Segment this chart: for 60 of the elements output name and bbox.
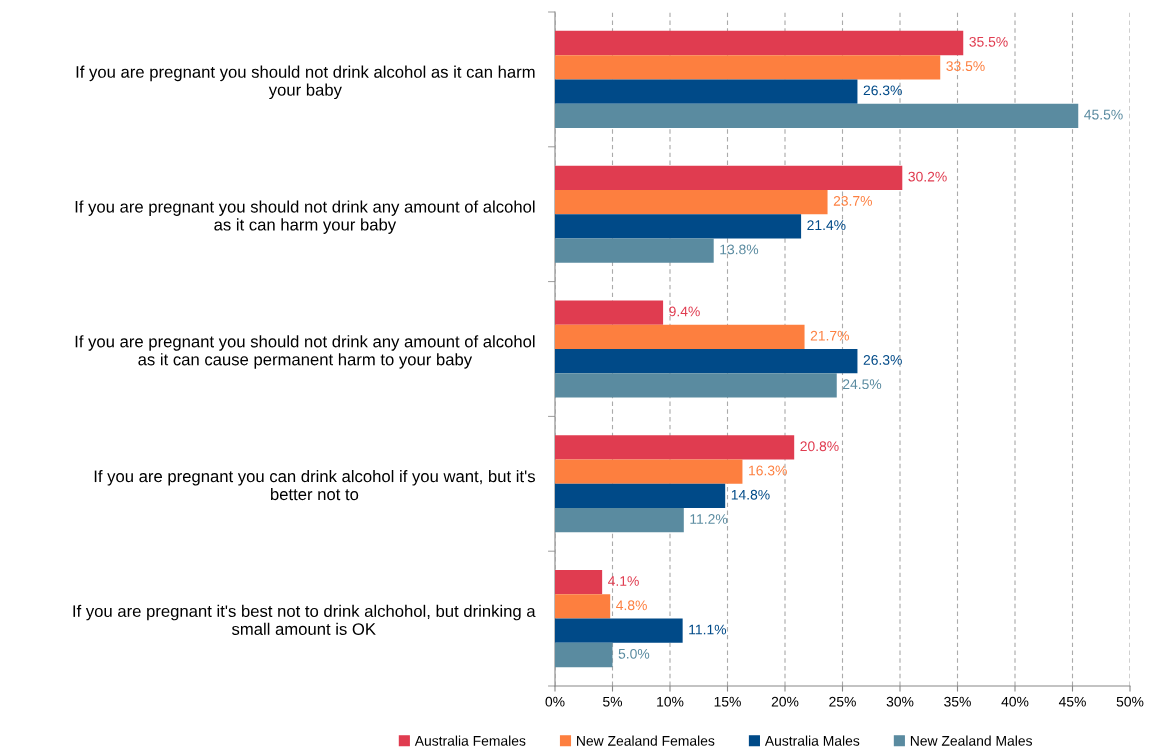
data-label: 21.4% bbox=[807, 220, 846, 231]
legend-label: Australia Females bbox=[414, 735, 526, 746]
data-label: 11.1% bbox=[689, 624, 727, 635]
data-label: 45.5% bbox=[1084, 109, 1123, 120]
data-label: 21.7% bbox=[810, 330, 849, 341]
bar bbox=[555, 165, 903, 190]
data-label: 24.5% bbox=[843, 379, 882, 390]
y-tick-label: If you are pregnant you should not drink any amount of alcohol as it can harm your baby bbox=[75, 200, 535, 234]
data-label: 4.1% bbox=[608, 576, 639, 586]
data-label: 33.5% bbox=[946, 61, 985, 71]
bar bbox=[555, 238, 714, 263]
legend-label: Australia Males bbox=[764, 735, 860, 746]
bar bbox=[555, 214, 802, 239]
bar bbox=[555, 642, 613, 668]
data-label: 4.8% bbox=[616, 600, 647, 611]
data-label: 9.4% bbox=[669, 306, 700, 317]
legend-label: New Zealand Males bbox=[910, 735, 1033, 746]
bar bbox=[555, 324, 805, 349]
x-tick-label: 20% bbox=[771, 696, 799, 707]
data-label: 23.7% bbox=[833, 195, 872, 206]
bar bbox=[555, 594, 611, 619]
x-tick-label: 45% bbox=[1058, 696, 1086, 707]
data-label: 13.8% bbox=[720, 244, 759, 255]
bar bbox=[555, 618, 683, 643]
data-label: 20.8% bbox=[800, 441, 839, 452]
bar bbox=[555, 103, 1079, 128]
bar bbox=[555, 459, 743, 484]
y-tick-label: If you are pregnant you should not drink any amount of alcohol as it can cause permanent harm to your baby bbox=[75, 335, 535, 369]
x-tick-label: 30% bbox=[886, 696, 914, 707]
data-label: 30.2% bbox=[908, 171, 947, 182]
bar bbox=[555, 570, 603, 595]
x-tick-label: 35% bbox=[944, 696, 971, 707]
x-tick-label: 25% bbox=[829, 696, 856, 707]
y-tick-label: If you are pregnant it's best not to drink alchohol, but drinking a small amount is OK bbox=[73, 604, 536, 635]
x-tick-label: 10% bbox=[657, 696, 684, 707]
bar bbox=[555, 508, 684, 533]
data-label: 14.8% bbox=[731, 489, 770, 500]
y-tick-label: If you are pregnant you can drink alcohol if you want, but it's better not to bbox=[94, 469, 535, 501]
bar bbox=[555, 373, 837, 398]
data-label: 26.3% bbox=[863, 355, 902, 365]
x-tick-label: 15% bbox=[714, 696, 741, 707]
bar bbox=[555, 349, 858, 374]
bar bbox=[555, 55, 941, 80]
legend-label: New Zealand Females bbox=[577, 735, 715, 746]
x-tick-label: 5% bbox=[603, 696, 623, 707]
data-label: 35.5% bbox=[969, 36, 1008, 47]
bar bbox=[555, 483, 726, 509]
data-label: 11.2% bbox=[690, 514, 728, 524]
data-label: 5.0% bbox=[618, 648, 650, 659]
bar bbox=[555, 30, 964, 56]
bar bbox=[555, 435, 795, 460]
data-label: 26.3% bbox=[863, 85, 902, 96]
y-tick-label: If you are pregnant you should not drink alcohol as it can harm your baby bbox=[76, 65, 535, 100]
data-label: 16.3% bbox=[749, 465, 787, 476]
x-tick-label: 50% bbox=[1116, 696, 1144, 707]
bar bbox=[555, 189, 828, 215]
bar bbox=[555, 300, 664, 325]
x-tick-label: 40% bbox=[1001, 696, 1029, 707]
x-tick-label: 0% bbox=[545, 696, 565, 707]
bar bbox=[555, 79, 858, 104]
